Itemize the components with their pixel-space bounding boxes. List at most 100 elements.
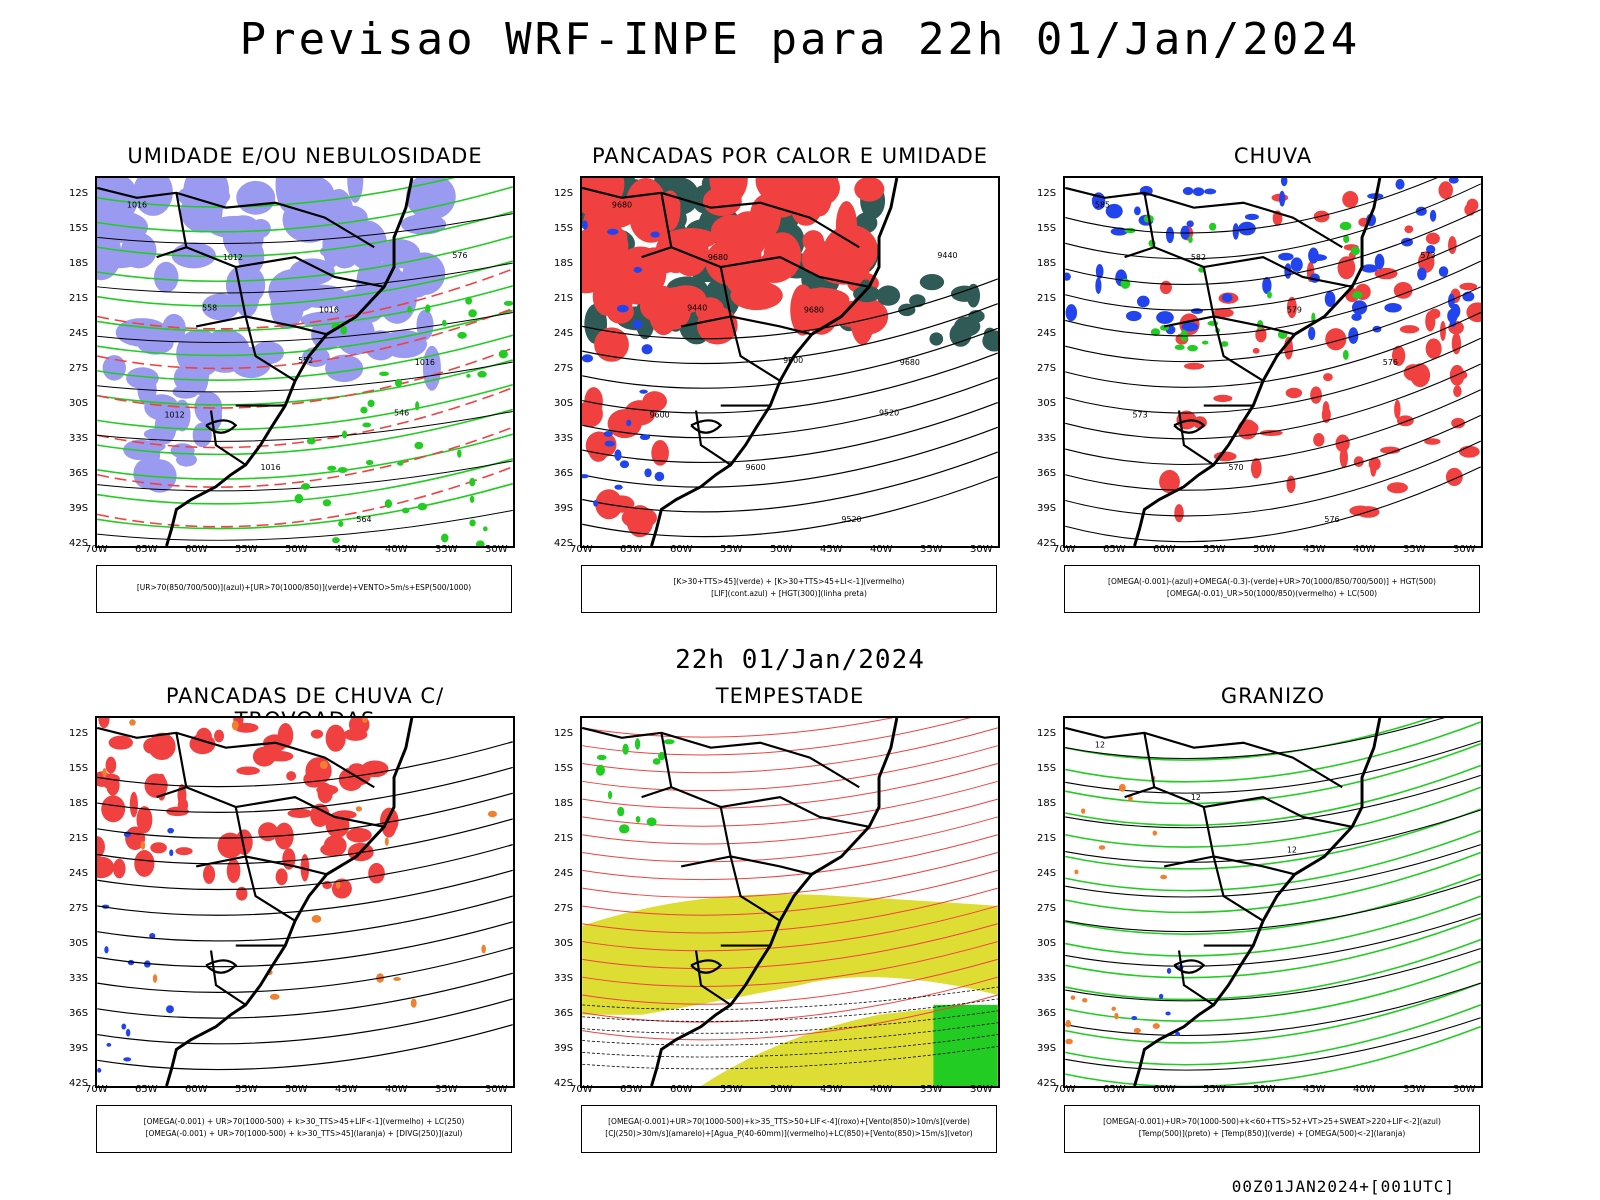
precipitable-water-contours xyxy=(582,718,998,1041)
contour-label: 582 xyxy=(1191,253,1206,262)
latitude-tick-label: 30S xyxy=(554,938,574,949)
latitude-tick-label: 21S xyxy=(554,293,574,304)
longitude-tick-label: 70W xyxy=(570,1084,593,1095)
longitude-tick-label: 70W xyxy=(85,544,108,555)
longitude-tick-label: 30W xyxy=(970,1084,993,1095)
longitude-tick-label: 45W xyxy=(820,544,843,555)
longitude-tick-label: 60W xyxy=(185,544,208,555)
contour-label: 9600 xyxy=(745,463,765,472)
contour-label: 552 xyxy=(298,356,313,365)
run-timestamp: 00Z01JAN2024+[001UTC] xyxy=(1231,1177,1455,1196)
forecast-map: 585 582 579 576 573 570 576 573 xyxy=(1063,176,1483,548)
longitude-tick-label: 50W xyxy=(1253,544,1276,555)
latitude-tick-label: 21S xyxy=(554,833,574,844)
contour-label: 12 xyxy=(1287,846,1297,855)
contour-label: 9520 xyxy=(879,408,899,417)
longitude-tick-label: 55W xyxy=(1203,544,1226,555)
latitude-tick-label: 12S xyxy=(69,188,89,199)
longitude-tick-label: 50W xyxy=(285,544,308,555)
strong-wind-green-area xyxy=(933,1004,998,1086)
latitude-tick-label: 36S xyxy=(69,468,89,479)
legend-line: [OMEGA(-0.001)+UR>70(1000-500)+k>35_TTS>… xyxy=(608,1117,970,1126)
hgt500-contours xyxy=(1065,178,1481,543)
latitude-tick-label: 27S xyxy=(554,363,574,374)
latitude-tick-label: 36S xyxy=(69,1008,89,1019)
longitude-tick-label: 30W xyxy=(970,544,993,555)
longitude-tick-label: 60W xyxy=(670,544,693,555)
contour-label: 576 xyxy=(1383,358,1398,367)
longitude-tick-label: 40W xyxy=(1353,544,1376,555)
contour-label: 576 xyxy=(452,251,467,260)
longitude-tick-label: 65W xyxy=(620,544,643,555)
latitude-tick-label: 24S xyxy=(69,328,89,339)
latitude-tick-label: 12S xyxy=(1037,188,1057,199)
latitude-tick-label: 24S xyxy=(1037,328,1057,339)
longitude-tick-label: 35W xyxy=(435,1084,458,1095)
forecast-map xyxy=(95,716,515,1088)
state-borders xyxy=(1065,186,1353,466)
panel-legend: [UR>70(850/700/500)](azul)+[UR>70(1000/8… xyxy=(96,565,512,613)
longitude-tick-label: 65W xyxy=(1103,1084,1126,1095)
wind-green-cells xyxy=(595,738,675,834)
contour-label: 564 xyxy=(356,515,371,524)
longitude-tick-label: 60W xyxy=(1153,544,1176,555)
legend-line: [OMEGA(-0.01)_UR>50(1000/850)(vermelho) … xyxy=(1166,589,1378,598)
forecast-time-title: 22h 01/Jan/2024 xyxy=(675,645,925,675)
latitude-tick-label: 30S xyxy=(1037,938,1057,949)
thickness-contours xyxy=(97,268,513,528)
latitude-tick-label: 39S xyxy=(554,503,574,514)
latitude-tick-label: 27S xyxy=(69,903,89,914)
latitude-tick-label: 42S xyxy=(1037,1078,1057,1089)
legend-line: [Temp(500)](preto) + [Temp(850)](verde) … xyxy=(1138,1129,1406,1138)
panel-legend: [OMEGA(-0.001)-(azul)+OMEGA(-0.3)-(verde… xyxy=(1064,565,1480,613)
latitude-tick-label: 33S xyxy=(554,973,574,984)
omega-blue-cells xyxy=(1065,178,1475,344)
panel-title: GRANIZO xyxy=(1220,684,1326,708)
latitude-tick-label: 21S xyxy=(1037,293,1057,304)
latitude-tick-label: 33S xyxy=(69,973,89,984)
longitude-tick-label: 35W xyxy=(435,544,458,555)
latitude-tick-label: 36S xyxy=(554,468,574,479)
latitude-tick-label: 18S xyxy=(1037,258,1057,269)
panel-legend: [K>30+TTS>45](verde) + [K>30+TTS>45+LI<-… xyxy=(581,565,997,613)
legend-line: [LIF](cont.azul) + [HGT(300)](linha pret… xyxy=(711,589,867,598)
contour-label: 573 xyxy=(1133,410,1148,419)
latitude-tick-label: 24S xyxy=(1037,868,1057,879)
longitude-tick-label: 50W xyxy=(770,544,793,555)
longitude-tick-label: 65W xyxy=(620,1084,643,1095)
contour-label: 1012 xyxy=(165,410,185,419)
longitude-tick-label: 40W xyxy=(385,544,408,555)
longitude-tick-label: 60W xyxy=(1153,1084,1176,1095)
contour-label: 9680 xyxy=(612,201,632,210)
contour-label: 1016 xyxy=(260,463,280,472)
panel-title: CHUVA xyxy=(1233,144,1313,168)
longitude-tick-label: 50W xyxy=(770,1084,793,1095)
longitude-tick-label: 40W xyxy=(870,544,893,555)
longitude-tick-label: 30W xyxy=(485,544,508,555)
latitude-tick-label: 15S xyxy=(69,763,89,774)
contour-label: 576 xyxy=(1324,515,1339,524)
humidity-blue-area xyxy=(97,178,456,396)
longitude-tick-label: 30W xyxy=(1453,544,1476,555)
latitude-tick-label: 12S xyxy=(69,728,89,739)
contour-label: 579 xyxy=(1287,306,1302,315)
panel-title: TEMPESTADE xyxy=(715,684,865,708)
latitude-tick-label: 30S xyxy=(1037,398,1057,409)
latitude-tick-label: 18S xyxy=(554,798,574,809)
latitude-tick-label: 39S xyxy=(1037,503,1057,514)
temp500-contours xyxy=(1065,718,1481,1071)
latitude-tick-label: 33S xyxy=(69,433,89,444)
longitude-tick-label: 40W xyxy=(1353,1084,1376,1095)
teal-offshore xyxy=(853,273,998,352)
panel-legend: [OMEGA(-0.001)+UR>70(1000-500)+k>35_TTS>… xyxy=(581,1105,997,1153)
latitude-tick-label: 15S xyxy=(69,223,89,234)
longitude-tick-label: 45W xyxy=(335,544,358,555)
longitude-tick-label: 45W xyxy=(1303,1084,1326,1095)
longitude-tick-label: 65W xyxy=(135,544,158,555)
latitude-tick-label: 33S xyxy=(1037,973,1057,984)
contour-label: 9600 xyxy=(783,356,803,365)
longitude-tick-label: 60W xyxy=(670,1084,693,1095)
latitude-tick-label: 18S xyxy=(554,258,574,269)
coastline xyxy=(1133,178,1382,546)
longitude-tick-label: 70W xyxy=(570,544,593,555)
